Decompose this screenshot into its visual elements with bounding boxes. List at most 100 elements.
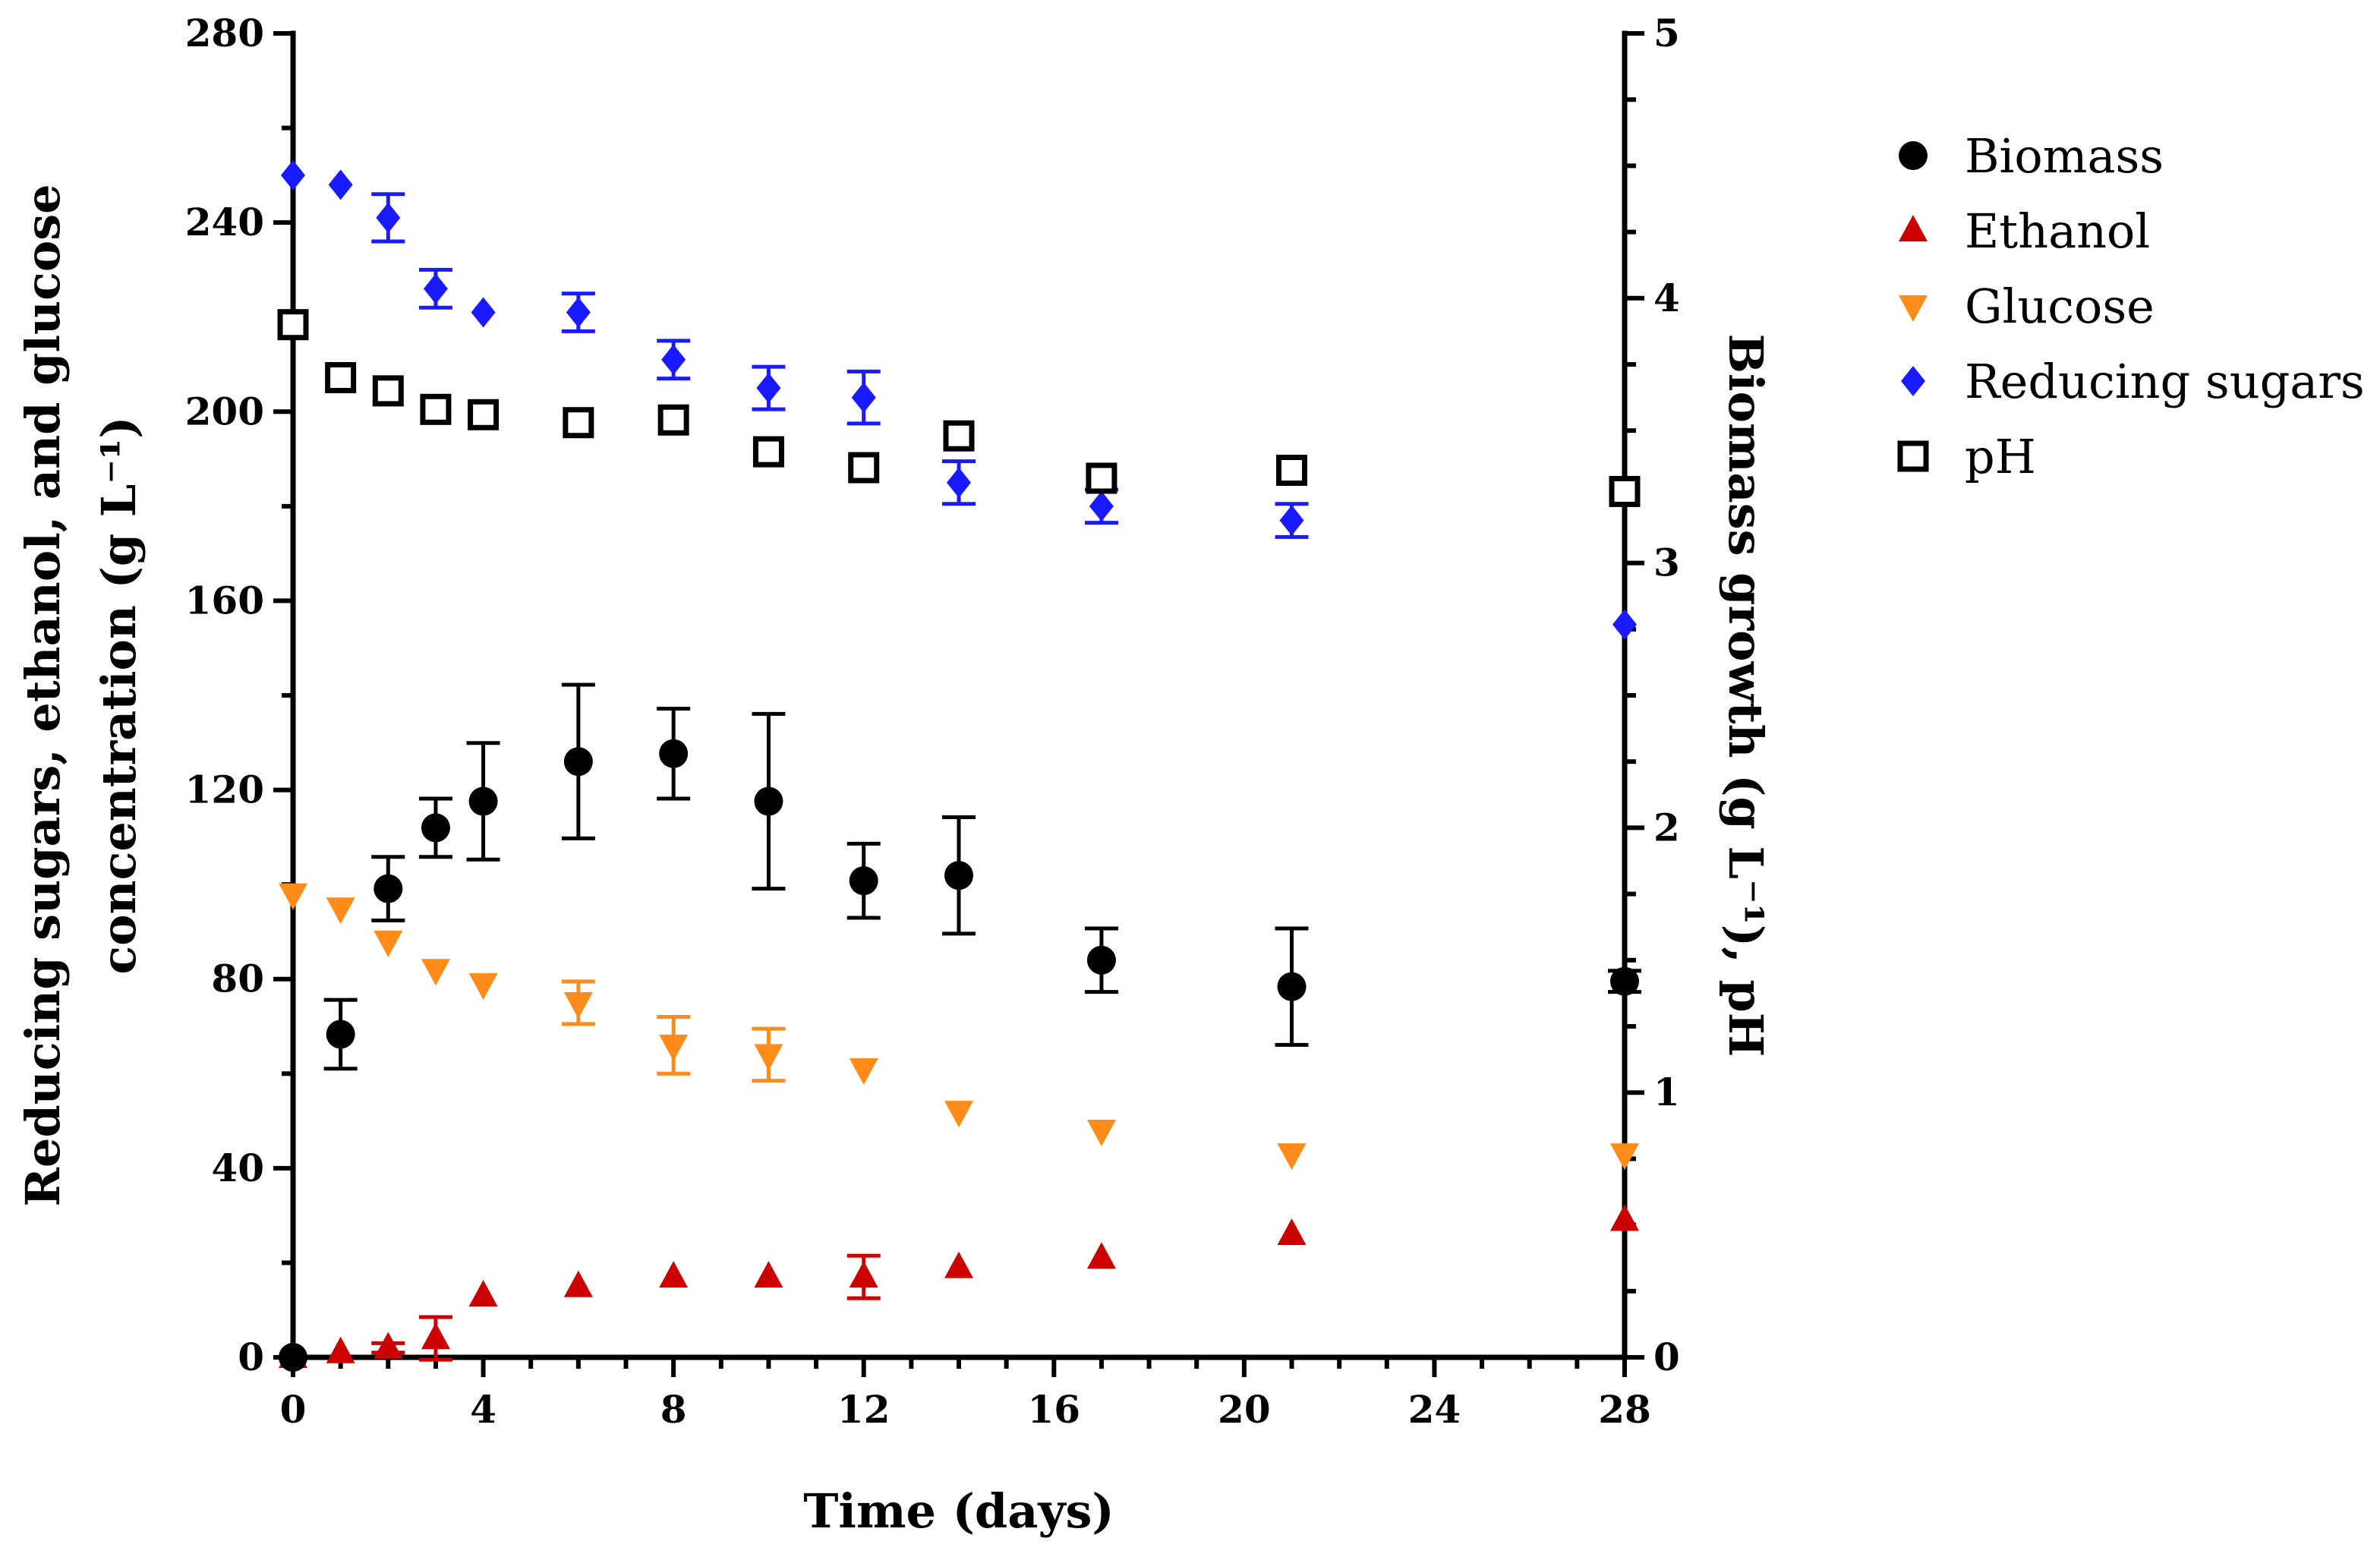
reducing-sugars-point	[328, 169, 353, 200]
ethanol-point	[1086, 1242, 1116, 1269]
data-markers	[277, 159, 1641, 1372]
ethanol-point	[326, 1336, 355, 1363]
legend-label-reducing-sugars: Reducing sugars	[1965, 354, 2365, 409]
biomass-point	[849, 866, 878, 896]
legend-marker-ph	[1897, 440, 1929, 472]
x-tick-label: 20	[1218, 1387, 1271, 1432]
y-left-tick-label: 240	[185, 200, 264, 244]
reducing-sugars-point	[566, 297, 591, 328]
biomass-point	[468, 786, 498, 816]
y-left-axis-title-line-2: concentration (g L⁻¹)	[91, 416, 147, 974]
legend-marker-ethanol	[1899, 215, 1928, 241]
x-tick-label: 24	[1408, 1387, 1461, 1432]
biomass-point	[659, 739, 689, 768]
legend-marker-biomass	[1899, 141, 1928, 170]
y-right-tick-label: 0	[1653, 1335, 1680, 1379]
ethanol-point	[944, 1251, 973, 1278]
reducing-sugars-point	[851, 382, 876, 413]
legend-marker-glucose	[1899, 295, 1928, 322]
reducing-sugars-point	[423, 273, 448, 304]
y-left-tick-label: 160	[185, 578, 264, 622]
ethanol-point	[754, 1261, 783, 1288]
ethanol-point	[421, 1322, 450, 1350]
ethanol-point	[374, 1332, 403, 1359]
error-bars	[323, 192, 1641, 1362]
ph-point	[1086, 462, 1117, 494]
glucose-point	[1086, 1120, 1116, 1147]
biomass-point	[1610, 966, 1639, 996]
biomass-point	[279, 1343, 307, 1372]
y-left-tick-label: 40	[211, 1146, 264, 1190]
ethanol-point	[659, 1261, 689, 1288]
biomass-point	[563, 747, 593, 777]
reducing-sugars-point	[661, 344, 686, 375]
ph-point	[1276, 455, 1307, 487]
y-left-tick-label: 80	[211, 957, 264, 1001]
ph-point	[1609, 475, 1641, 507]
reducing-sugars-point	[947, 467, 971, 498]
x-axis-title: Time (days)	[803, 1483, 1114, 1539]
reducing-sugars-point	[471, 297, 496, 328]
biomass-point	[374, 874, 403, 903]
biomass-point	[1277, 972, 1307, 1001]
y-right-tick-label: 3	[1653, 541, 1680, 585]
biomass-point	[754, 786, 783, 816]
ethanol-point	[849, 1261, 878, 1288]
ph-point	[325, 361, 357, 393]
ph-point	[372, 375, 404, 407]
y-right-tick-label: 4	[1653, 276, 1680, 320]
glucose-point	[1277, 1143, 1307, 1171]
glucose-point	[944, 1101, 973, 1128]
legend-label-glucose: Glucose	[1965, 279, 2155, 334]
legend: Biomass Ethanol Glucose Reducing sugars pH	[1897, 128, 2365, 484]
glucose-point	[1610, 1143, 1639, 1171]
ph-point	[468, 399, 500, 430]
x-tick-label: 16	[1027, 1387, 1080, 1432]
glucose-point	[326, 897, 355, 925]
y-right-tick-label: 2	[1653, 805, 1680, 849]
ph-point	[657, 404, 689, 436]
legend-marker-reducing-sugars	[1901, 366, 1925, 396]
glucose-point	[563, 991, 593, 1019]
ethanol-point	[1610, 1204, 1639, 1231]
y-right-axis-title: Biomass growth (g L⁻¹), pH	[1718, 334, 1773, 1057]
glucose-point	[849, 1058, 878, 1086]
biomass-point	[421, 813, 450, 843]
y-left-tick-label: 0	[238, 1335, 264, 1379]
reducing-sugars-point	[281, 159, 305, 191]
ph-point	[848, 452, 880, 484]
x-tick-label: 8	[660, 1387, 687, 1432]
legend-label-biomass: Biomass	[1965, 128, 2164, 184]
legend-label-ethanol: Ethanol	[1965, 203, 2150, 259]
y-right-tick-label: 1	[1653, 1070, 1680, 1114]
reducing-sugars-point	[376, 202, 401, 233]
ethanol-point	[1277, 1218, 1307, 1246]
glucose-point	[659, 1034, 689, 1061]
reducing-sugars-point	[756, 373, 781, 404]
glucose-point	[754, 1044, 783, 1071]
y-right-tick-label: 5	[1653, 11, 1680, 55]
y-left-axis-title-line-1: Reducing sugars, ethanol, and glucose	[15, 184, 71, 1206]
ph-point	[943, 420, 975, 452]
ethanol-point	[563, 1270, 593, 1297]
y-left-tick-label: 280	[185, 11, 264, 55]
glucose-point	[421, 959, 450, 986]
biomass-point	[944, 861, 973, 890]
ph-point	[563, 407, 594, 439]
x-tick-label: 0	[280, 1387, 307, 1432]
ph-point	[420, 393, 452, 425]
x-tick-label: 12	[837, 1387, 891, 1432]
y-left-tick-label: 200	[185, 389, 264, 433]
glucose-point	[279, 883, 307, 910]
x-tick-label: 28	[1598, 1387, 1651, 1432]
glucose-point	[374, 930, 403, 957]
biomass-point	[1086, 945, 1116, 975]
x-tick-label: 4	[470, 1387, 496, 1432]
ph-point	[752, 436, 784, 468]
reducing-sugars-point	[1279, 505, 1304, 536]
reducing-sugars-point	[1612, 609, 1637, 640]
reducing-sugars-point	[1089, 490, 1114, 522]
legend-label-ph: pH	[1965, 429, 2036, 484]
